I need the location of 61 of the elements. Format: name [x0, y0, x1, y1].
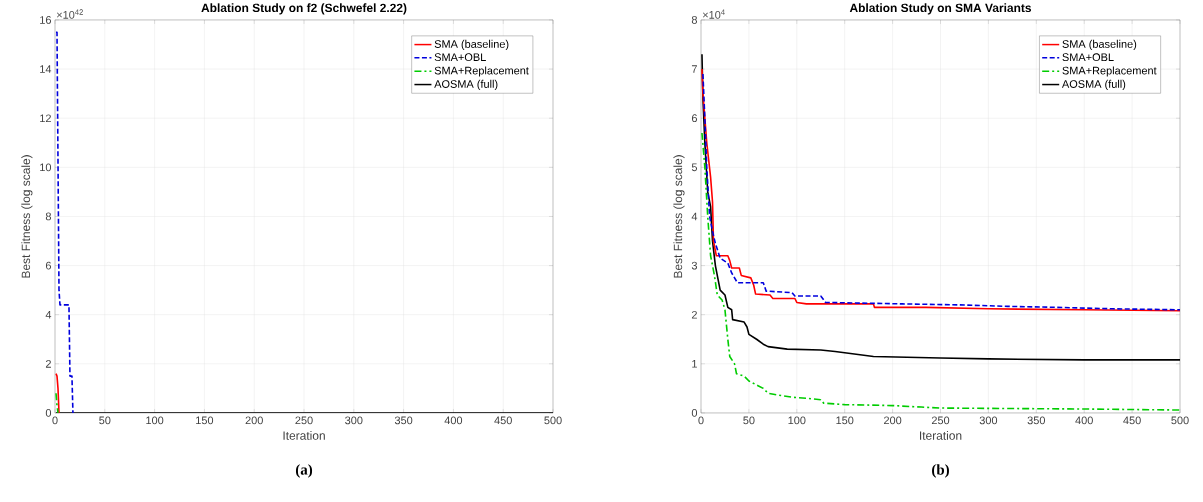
x-tick-label: 450 — [1123, 416, 1141, 425]
x-tick-label: 450 — [494, 416, 512, 425]
x-tick-label: 150 — [836, 416, 854, 425]
y-tick-label: 5 — [691, 163, 698, 172]
legend-label: SMA (baseline) — [1062, 39, 1137, 51]
y-tick-label: 12 — [40, 114, 51, 123]
x-tick-label: 250 — [295, 416, 313, 425]
y-tick-label: 16 — [40, 16, 52, 24]
x-tick-label: 500 — [1171, 416, 1189, 425]
x-tick-label: 200 — [245, 416, 263, 425]
y-axis-title: Best Fitness (log scale) — [673, 155, 685, 278]
legend-label: SMA+OBL — [1062, 53, 1114, 62]
x-axis-title: Iteration — [920, 431, 962, 440]
y-tick-label: 8 — [45, 212, 52, 221]
x-axis-title: Iteration — [283, 431, 325, 440]
x-tick-label: 350 — [1027, 416, 1046, 425]
x-tick-label: 0 — [52, 416, 58, 425]
legend-label: SMA+Replacement — [434, 66, 529, 77]
x-tick-label: 0 — [698, 416, 704, 425]
line-series — [701, 132, 1180, 411]
y-tick-label: 6 — [691, 114, 698, 123]
line-series — [55, 31, 74, 413]
y-tick-label: 4 — [45, 310, 52, 319]
x-tick-label: 400 — [1075, 416, 1093, 425]
y-tick-label: 10 — [40, 163, 52, 172]
chart-title: Ablation Study on SMA Variants — [849, 3, 1032, 15]
legend-label: SMA (baseline) — [434, 39, 509, 51]
y-axis-title: Best Fitness (log scale) — [21, 155, 33, 278]
x-tick-label: 50 — [743, 416, 755, 425]
y-tick-label: 3 — [691, 261, 698, 270]
x-tick-label: 100 — [146, 416, 164, 425]
y-tick-label: 7 — [691, 65, 697, 73]
legend-label: AOSMA (full) — [1061, 79, 1126, 91]
y-tick-label: 2 — [691, 310, 697, 319]
y-tick-label: 6 — [45, 261, 52, 270]
x-tick-label: 400 — [444, 416, 463, 425]
text: ×10$^{4}$ — [702, 9, 725, 19]
legend-label: SMA+OBL — [434, 53, 486, 62]
x-tick-label: 50 — [99, 416, 111, 425]
text: (a) — [295, 464, 313, 478]
x-tick-label: 200 — [884, 416, 902, 425]
text: (b) — [932, 464, 949, 478]
legend-label: AOSMA (full) — [434, 79, 498, 91]
y-tick-label: 0 — [691, 409, 698, 417]
x-tick-label: 500 — [544, 416, 562, 425]
y-tick-label: 4 — [691, 212, 698, 221]
chart-title: Ablation Study on f2 (Schwefel 2.22) — [201, 3, 407, 15]
x-tick-label: 300 — [979, 416, 998, 425]
x-tick-label: 300 — [345, 416, 363, 425]
y-tick-label: 2 — [45, 360, 51, 368]
legend-label: SMA+Replacement — [1062, 66, 1157, 77]
x-tick-label: 250 — [931, 416, 950, 425]
text: ×10$^{42}$ — [56, 9, 83, 19]
y-tick-label: 8 — [691, 16, 698, 24]
line-series — [55, 372, 60, 413]
y-tick-label: 14 — [40, 65, 52, 73]
y-tick-label: 1 — [692, 360, 697, 368]
x-tick-label: 150 — [196, 416, 214, 425]
x-tick-label: 350 — [394, 416, 413, 425]
y-tick-label: 0 — [45, 409, 52, 417]
x-tick-label: 100 — [788, 416, 806, 425]
